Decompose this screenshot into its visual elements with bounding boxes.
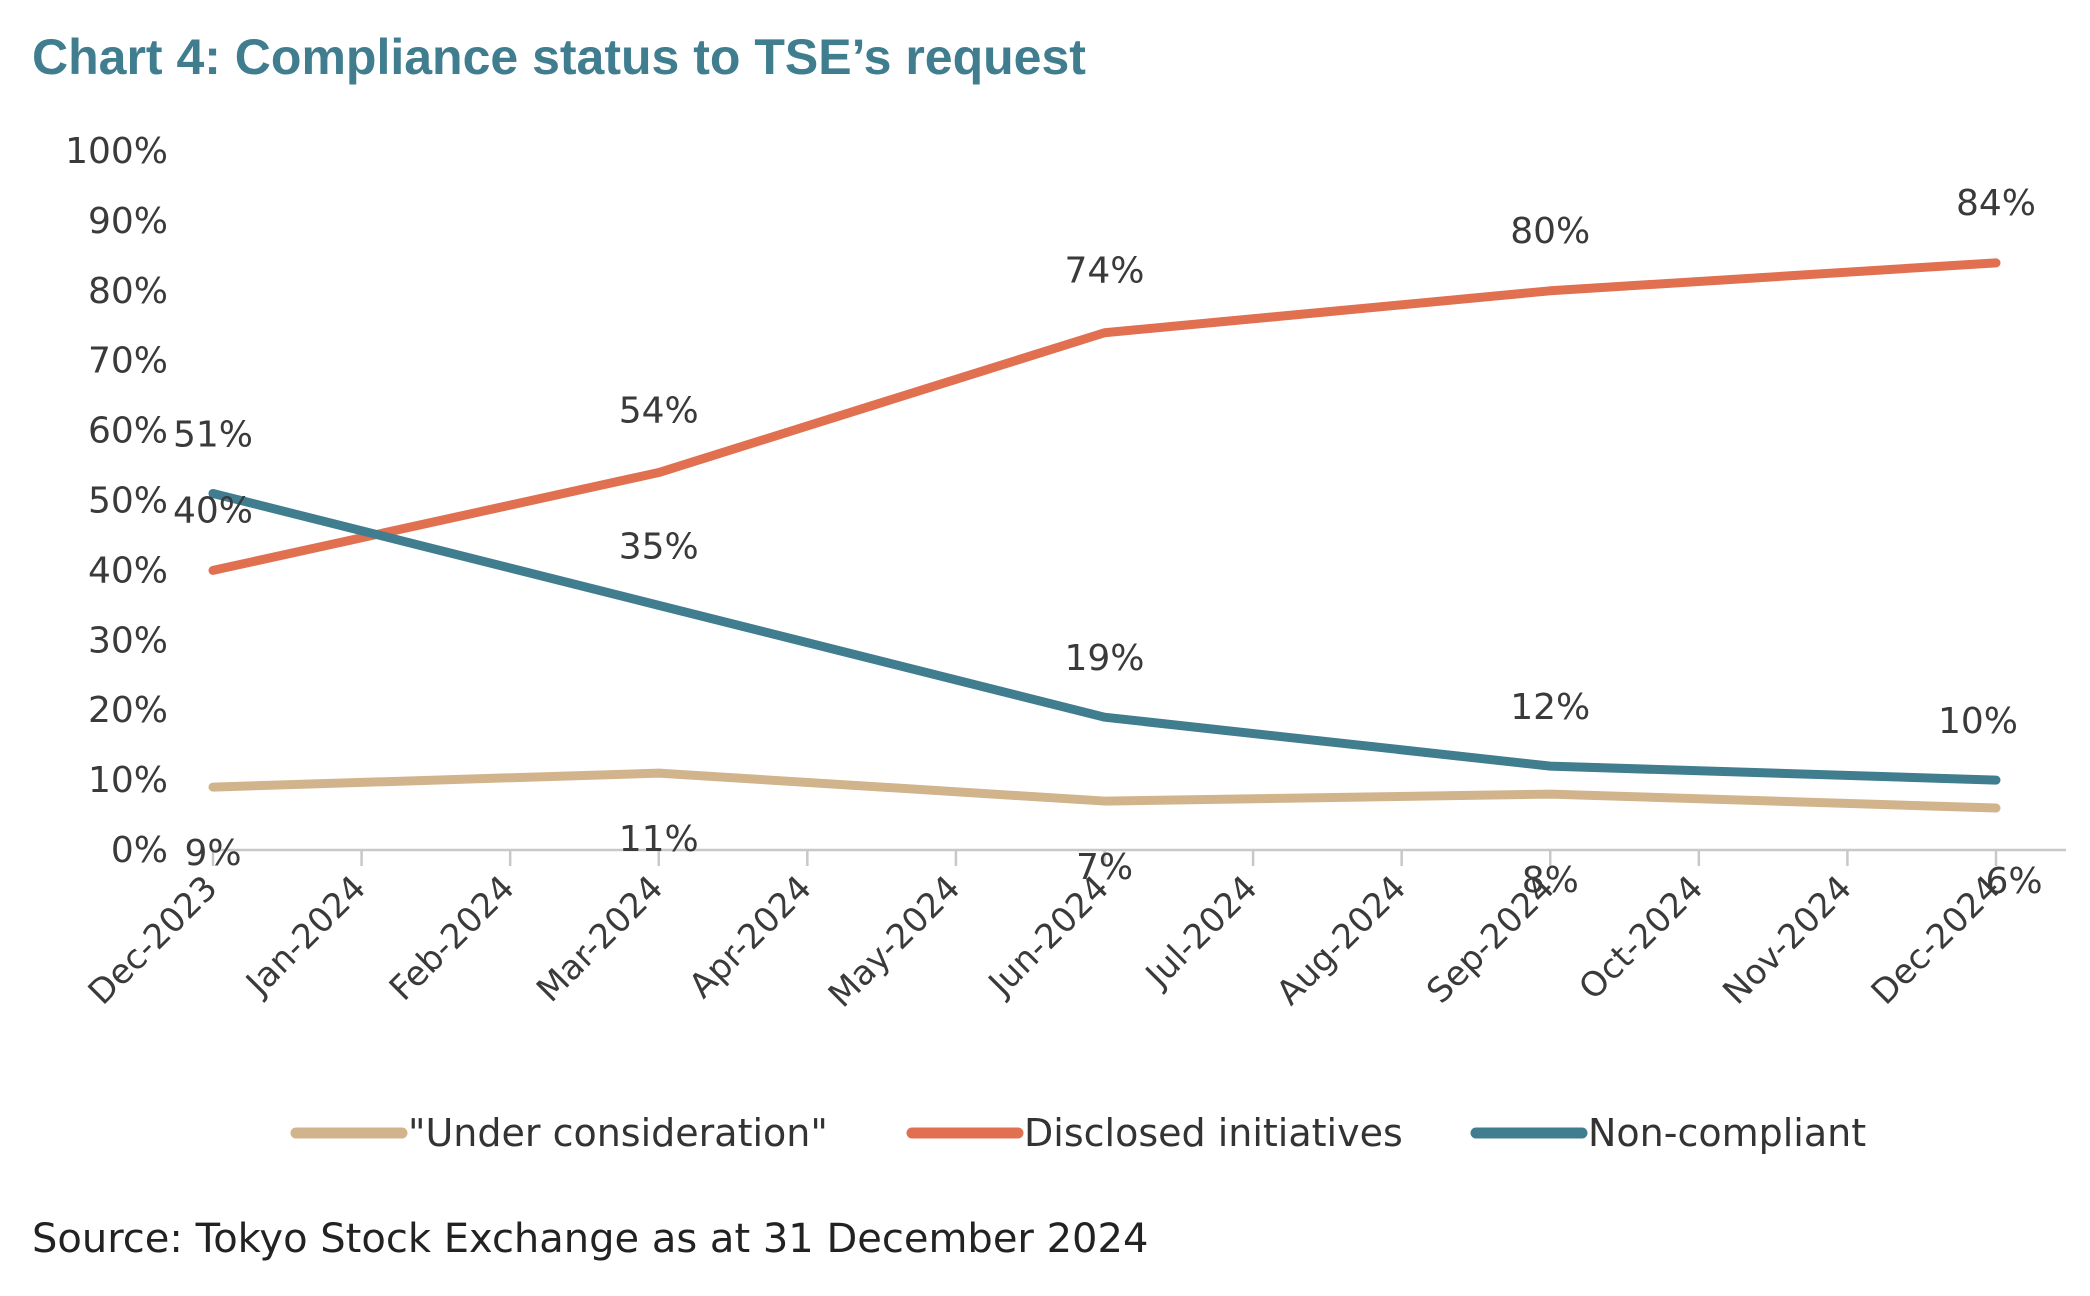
data-label: 74% — [1064, 251, 1144, 292]
data-label: 9% — [184, 833, 241, 874]
y-tick-label: 10% — [88, 760, 168, 801]
data-labels: 9% 11% 7% 8% 6% 40% 54% 74% 80% 84% 51% 35% 19% 12% 10… — [173, 183, 2043, 902]
y-tick-label: 50% — [88, 481, 168, 522]
x-tick-label: Apr-2024 — [681, 868, 819, 1006]
y-tick-label: 70% — [88, 341, 168, 382]
series-line-1 — [208, 258, 2001, 575]
data-label: 84% — [1956, 183, 2036, 224]
x-axis: Dec-2023 Jan-2024 Feb-2024 Mar-2024 Apr-2024… — [81, 848, 2066, 1016]
data-label: 12% — [1510, 687, 1590, 728]
data-label: 80% — [1510, 211, 1590, 252]
x-tick-label: Jul-2024 — [1137, 868, 1266, 997]
x-tick-label: Jun-2024 — [980, 868, 1117, 1005]
x-tick-label: Aug-2024 — [1269, 868, 1414, 1013]
y-tick-label: 90% — [88, 201, 168, 242]
x-tick-label: Feb-2024 — [382, 868, 523, 1009]
y-tick-label: 30% — [88, 620, 168, 661]
legend-label: "Under consideration" — [408, 1111, 828, 1155]
y-tick-label: 20% — [88, 690, 168, 731]
x-tick-label: May-2024 — [821, 868, 968, 1015]
x-tick-label: Jan-2024 — [237, 868, 374, 1005]
x-tick-label: Oct-2024 — [1571, 868, 1711, 1008]
data-label: 54% — [619, 391, 699, 432]
data-label: 19% — [1064, 638, 1144, 679]
legend-label: Non-compliant — [1588, 1111, 1866, 1155]
data-label: 35% — [619, 526, 699, 567]
x-tick-label: Dec-2023 — [81, 868, 226, 1013]
source-note: Source: Tokyo Stock Exchange as at 31 De… — [32, 1216, 1149, 1262]
x-tick-label: Mar-2024 — [529, 868, 671, 1010]
y-axis: 0% 10% 20% 30% 40% 50% 60% 70% 80% 90% 100% — [65, 131, 168, 871]
legend-label: Disclosed initiatives — [1024, 1111, 1403, 1155]
series-lines — [208, 258, 2001, 813]
data-label: 7% — [1076, 847, 1133, 888]
data-label: 10% — [1938, 701, 2018, 742]
y-tick-label: 0% — [111, 830, 168, 871]
data-label: 6% — [1985, 861, 2042, 902]
y-tick-label: 100% — [65, 131, 168, 172]
x-tick-label: Nov-2024 — [1715, 868, 1859, 1012]
legend: "Under consideration" Disclosed initiativ… — [290, 1111, 1866, 1155]
series-line-2 — [208, 489, 2001, 785]
data-label: 51% — [173, 415, 253, 456]
data-label: 40% — [173, 490, 253, 531]
chart-title: Chart 4: Compliance status to TSE’s requ… — [32, 29, 1086, 85]
y-tick-label: 60% — [88, 411, 168, 452]
data-label: 8% — [1522, 860, 1579, 901]
y-tick-label: 40% — [88, 550, 168, 591]
series-line-0 — [208, 768, 2001, 813]
data-label: 11% — [619, 819, 699, 860]
y-tick-label: 80% — [88, 271, 168, 312]
